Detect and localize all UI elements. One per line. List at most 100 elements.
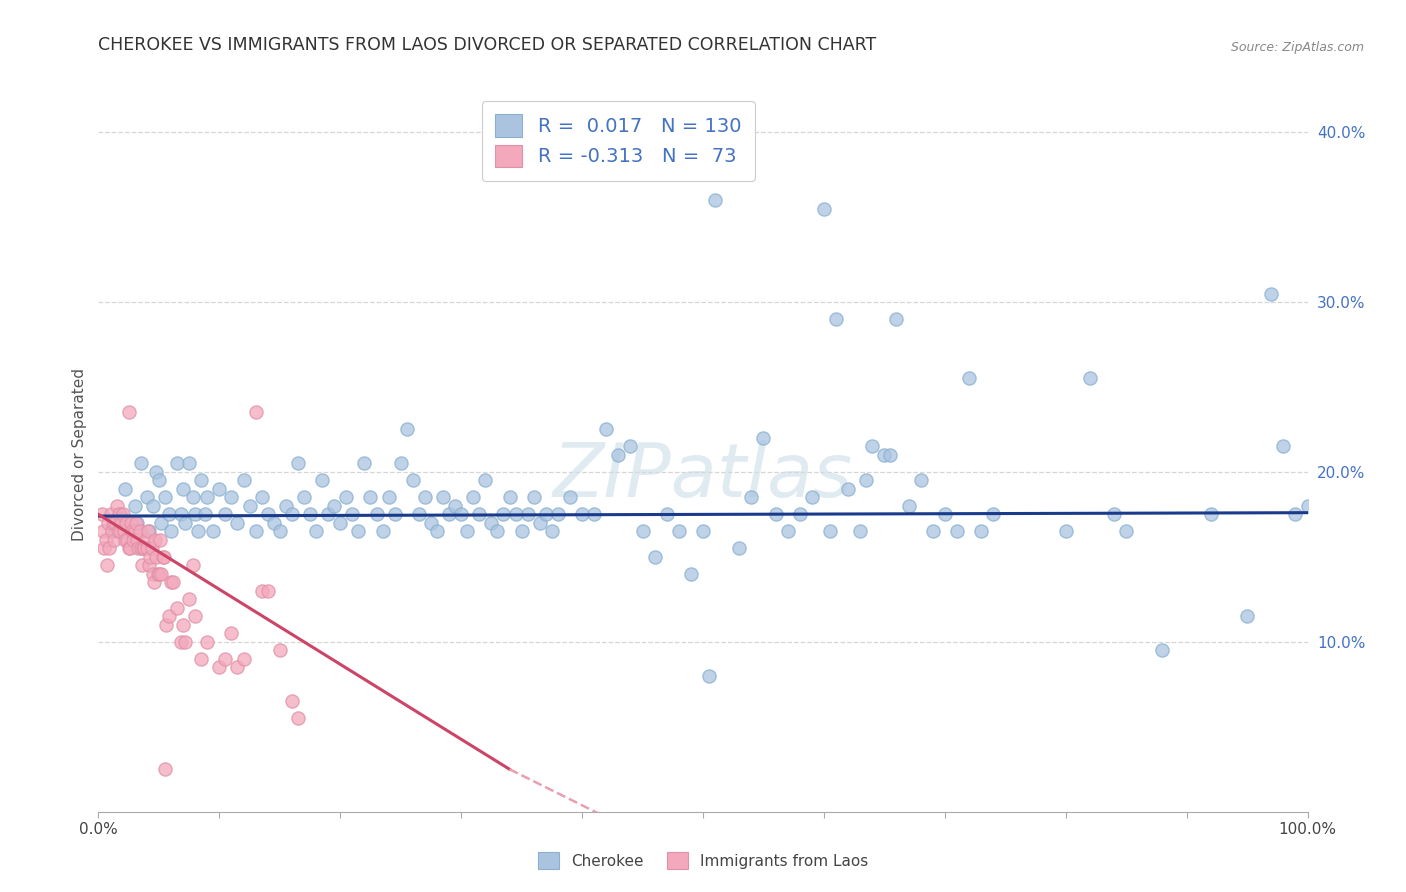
Point <box>245 405 267 419</box>
Point <box>181 558 204 573</box>
Point <box>114 533 136 547</box>
Point <box>631 524 654 539</box>
Point <box>125 516 148 530</box>
Point <box>214 652 236 666</box>
Point <box>124 524 146 539</box>
Point <box>728 541 751 556</box>
Point <box>607 448 630 462</box>
Point <box>934 508 956 522</box>
Point <box>93 541 115 556</box>
Point <box>166 600 188 615</box>
Point <box>818 524 841 539</box>
Point <box>437 508 460 522</box>
Point <box>136 524 159 539</box>
Point <box>91 508 114 522</box>
Point <box>463 491 485 505</box>
Point <box>281 508 304 522</box>
Point <box>100 524 122 539</box>
Point <box>108 508 131 522</box>
Point <box>946 524 969 539</box>
Point <box>523 491 546 505</box>
Point <box>619 439 641 453</box>
Point <box>132 541 155 556</box>
Point <box>692 524 714 539</box>
Point <box>120 516 142 530</box>
Point <box>202 524 225 539</box>
Point <box>148 566 170 581</box>
Point <box>149 533 172 547</box>
Point <box>104 516 127 530</box>
Point <box>226 660 249 674</box>
Point <box>468 508 491 522</box>
Point <box>395 422 418 436</box>
Point <box>94 533 117 547</box>
Point <box>776 524 799 539</box>
Point <box>813 202 835 216</box>
Point <box>97 516 120 530</box>
Point <box>127 516 149 530</box>
Point <box>152 549 174 564</box>
Point <box>765 508 787 522</box>
Point <box>323 499 346 513</box>
Point <box>444 499 467 513</box>
Point <box>190 652 212 666</box>
Point <box>873 448 896 462</box>
Point <box>910 474 932 488</box>
Point <box>174 516 197 530</box>
Point <box>194 508 217 522</box>
Point <box>208 660 231 674</box>
Point <box>110 516 132 530</box>
Point <box>114 482 136 496</box>
Point <box>1199 508 1222 522</box>
Point <box>107 524 129 539</box>
Point <box>704 193 727 207</box>
Point <box>1054 524 1077 539</box>
Point <box>150 516 173 530</box>
Point <box>118 405 141 419</box>
Point <box>184 508 207 522</box>
Point <box>789 508 811 522</box>
Point <box>855 474 877 488</box>
Point <box>150 566 173 581</box>
Point <box>679 566 702 581</box>
Point <box>118 524 141 539</box>
Point <box>860 439 883 453</box>
Point <box>292 491 315 505</box>
Point <box>145 465 167 479</box>
Point <box>100 508 122 522</box>
Point <box>111 508 134 522</box>
Point <box>250 583 273 598</box>
Point <box>169 508 191 522</box>
Point <box>160 575 183 590</box>
Point <box>921 524 943 539</box>
Point <box>121 524 143 539</box>
Point <box>91 524 114 539</box>
Point <box>208 482 231 496</box>
Point <box>141 541 163 556</box>
Point <box>371 524 394 539</box>
Point <box>456 524 478 539</box>
Point <box>232 652 254 666</box>
Point <box>190 474 212 488</box>
Point <box>402 474 425 488</box>
Point <box>668 524 690 539</box>
Point <box>134 541 156 556</box>
Point <box>169 635 191 649</box>
Point <box>138 558 160 573</box>
Point <box>103 533 125 547</box>
Point <box>547 508 569 522</box>
Point <box>420 516 443 530</box>
Point <box>413 491 436 505</box>
Point <box>117 533 139 547</box>
Point <box>800 491 823 505</box>
Point <box>360 491 382 505</box>
Point <box>139 549 162 564</box>
Point <box>432 491 454 505</box>
Point <box>118 541 141 556</box>
Point <box>516 508 538 522</box>
Point <box>143 533 166 547</box>
Point <box>135 533 157 547</box>
Point <box>1102 508 1125 522</box>
Point <box>311 474 333 488</box>
Point <box>583 508 606 522</box>
